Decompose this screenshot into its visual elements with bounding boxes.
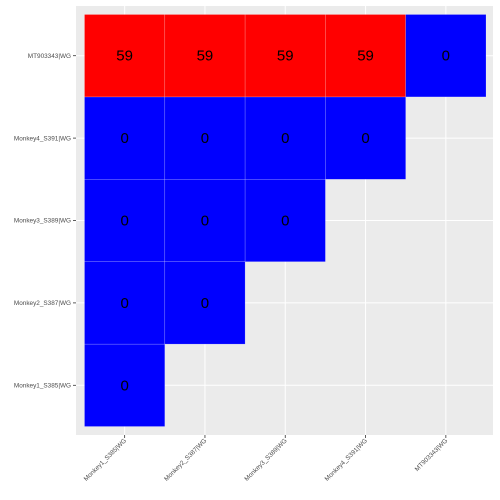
y-tick-label: Monkey3_S389|WG: [14, 218, 71, 225]
y-tick-label: Monkey4_S391|WG: [14, 135, 71, 142]
x-tick-label: Monkey4_S391|WG: [324, 437, 369, 482]
x-tick-label: Monkey3_S389|WG: [243, 437, 288, 482]
heatmap-cell: [84, 96, 166, 180]
heatmap-cell: [84, 179, 166, 262]
y-tick-label: Monkey2_S387|WG: [14, 300, 71, 307]
cell-value-label: 59: [277, 48, 294, 65]
heatmap-cell: [84, 14, 166, 98]
cell-value-label: 0: [120, 213, 128, 230]
heatmap-cell: [325, 14, 406, 98]
x-tick-label: Monkey2_S387|WG: [163, 437, 208, 482]
cell-value-label: 0: [120, 377, 128, 394]
x-axis: Monkey1_S385|WG Monkey2_S387|WG Monkey3_S3…: [83, 435, 450, 483]
cell-value-label: 0: [281, 130, 289, 147]
heatmap-cells: [84, 14, 487, 427]
cell-value-label: 0: [120, 295, 128, 312]
y-tick-label: MT903343|WG: [28, 53, 71, 60]
y-tick-label: Monkey1_S385|WG: [14, 383, 71, 390]
cell-value-label: 0: [442, 48, 450, 65]
cell-value-label: 0: [281, 213, 289, 230]
cell-value-label: 0: [361, 130, 369, 147]
heatmap-cell: [244, 96, 326, 180]
x-tick-label: Monkey1_S385|WG: [83, 437, 128, 482]
heatmap-cell: [164, 261, 246, 345]
heatmap-cell: [244, 179, 326, 262]
heatmap-cell: [325, 96, 406, 180]
heatmap-cell: [405, 14, 487, 98]
cell-value-label: 0: [201, 130, 209, 147]
cell-value-label: 0: [120, 130, 128, 147]
cell-value-labels: 0 0 0 0 0 0 0 0 0 0 59 59 59 59 0: [116, 48, 450, 395]
cell-value-label: 59: [357, 48, 374, 65]
y-axis: Monkey1_S385|WG Monkey2_S387|WG Monkey3_S3…: [14, 53, 76, 390]
heatmap-cell: [244, 14, 326, 98]
cell-value-label: 0: [201, 213, 209, 230]
cell-value-label: 59: [116, 48, 133, 65]
heatmap-cell: [84, 343, 166, 427]
heatmap-cell: [164, 179, 246, 262]
cell-value-label: 0: [201, 295, 209, 312]
x-tick-label: MT903343|WG: [414, 437, 450, 473]
heatmap-cell: [84, 261, 166, 345]
cell-value-label: 59: [197, 48, 214, 65]
heatmap-cell: [164, 14, 246, 98]
